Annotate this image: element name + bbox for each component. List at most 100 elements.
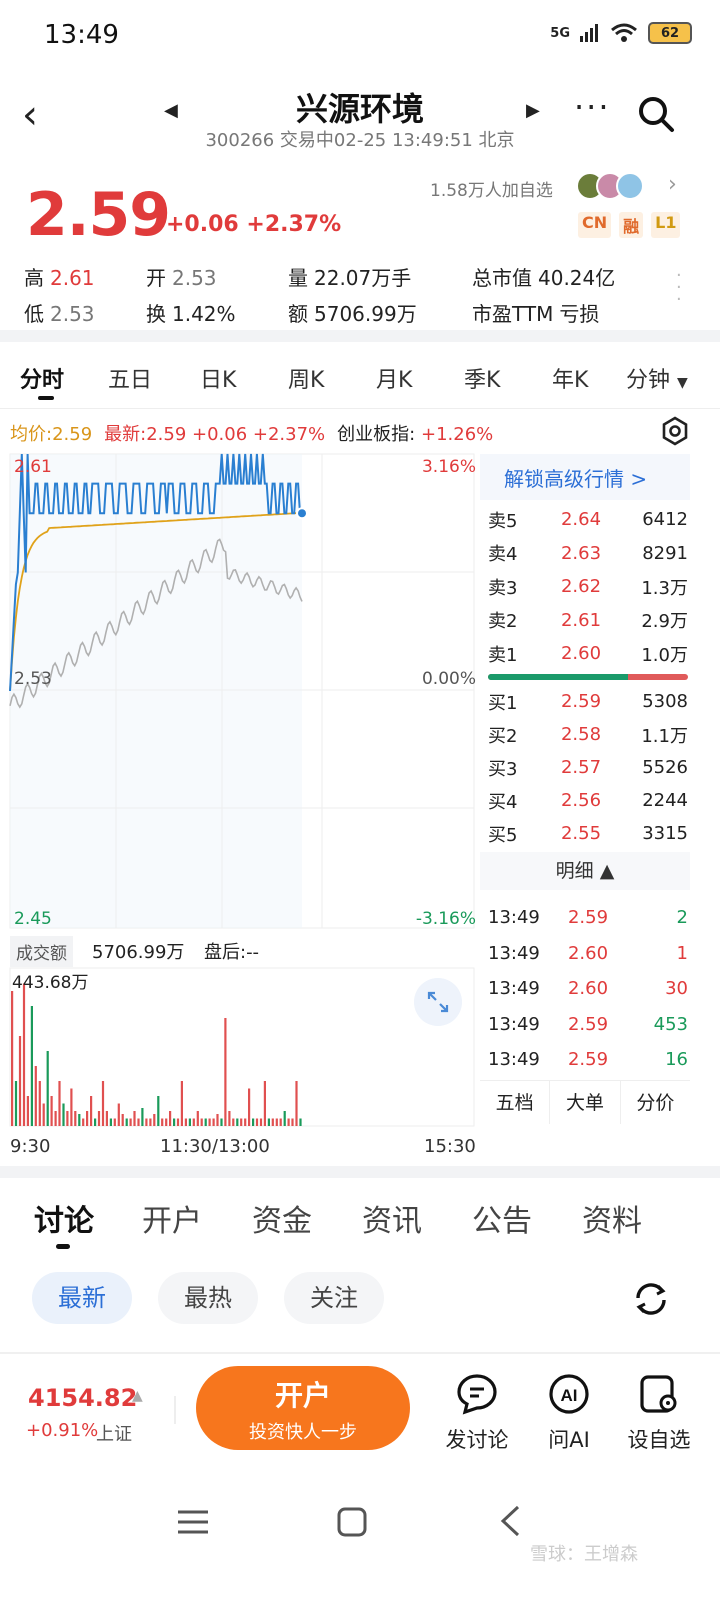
volume-bar (248, 1088, 251, 1126)
ask-level-5[interactable]: 卖5 2.64 6412 (488, 503, 688, 536)
more-icon[interactable]: ··· (574, 88, 611, 126)
status-time: 13:49 (44, 20, 119, 50)
tick-time: 13:49 (488, 1013, 540, 1035)
back-nav-icon[interactable] (498, 1504, 522, 1538)
order-book-footer: 五档 大单 分价 (480, 1080, 690, 1124)
chevron-right-icon[interactable]: › (668, 172, 677, 197)
battery-icon: 62 (648, 22, 692, 44)
svg-text:AI: AI (561, 1386, 578, 1405)
bid-level-4[interactable]: 买4 2.56 2244 (488, 784, 688, 817)
follower-avatars[interactable] (576, 172, 644, 200)
volume-bar (113, 1118, 116, 1126)
bid-level-2[interactable]: 买2 2.58 1.1万 (488, 718, 688, 751)
tab-quarterly-k[interactable]: 季K (464, 368, 501, 393)
level-label: 卖3 (488, 577, 518, 599)
volume-peak: 443.68万 (12, 973, 88, 993)
divider (0, 1352, 720, 1354)
volume-bar (263, 1081, 266, 1126)
open-value: 2.53 (172, 265, 217, 290)
tab-announcements[interactable]: 公告 (472, 1204, 532, 1239)
volume-bar (38, 1081, 41, 1126)
volume-bar (271, 1118, 274, 1126)
tick-time: 13:49 (488, 907, 540, 928)
trade-tick-row: 13:49 2.59 453 (488, 1007, 688, 1042)
board-index-label: 创业板指: (337, 424, 416, 445)
tab-daily-k[interactable]: 日K (200, 368, 237, 393)
expand-icon[interactable] (414, 978, 462, 1026)
quote-stats: 高 2.61 开 2.53 量 22.07万手 总市值 40.24亿 低 2.53 换 1.… (24, 258, 684, 330)
avatar (616, 172, 644, 200)
tab-weekly-k[interactable]: 周K (288, 368, 325, 393)
tab-price-distribution[interactable]: 分价 (636, 1092, 675, 1114)
filter-following[interactable]: 关注 (284, 1272, 384, 1324)
volume-bar (196, 1111, 199, 1126)
refresh-icon[interactable] (630, 1278, 672, 1320)
level-price: 2.60 (560, 643, 602, 664)
unlock-advanced-quotes[interactable]: 解锁高级行情 > (480, 454, 690, 500)
divider (0, 408, 720, 409)
index-value[interactable]: 4154.82 (28, 1384, 138, 1412)
ask-level-4[interactable]: 卖4 2.63 8291 (488, 537, 688, 570)
add-watchlist-button[interactable]: 设自选 (614, 1372, 704, 1454)
tab-news[interactable]: 资讯 (362, 1204, 422, 1239)
next-stock-icon[interactable]: ▶ (526, 100, 540, 121)
volume-bar (141, 1108, 144, 1126)
trade-tick-row: 13:49 2.59 16 (488, 1042, 688, 1077)
tab-discussion[interactable]: 讨论 (34, 1204, 94, 1239)
volume-bar (236, 1118, 239, 1126)
turnover-value: 1.42% (172, 301, 236, 326)
x-axis-start: 9:30 (10, 1136, 51, 1157)
level-price: 2.61 (560, 609, 602, 631)
trade-detail-header[interactable]: 明细 ▲ (480, 852, 690, 890)
ask-level-1[interactable]: 卖1 2.60 1.0万 (488, 637, 688, 670)
settings-icon[interactable] (660, 416, 690, 446)
level-volume: 2244 (642, 790, 688, 811)
volume-bar (109, 1118, 112, 1126)
signal-icon (580, 24, 598, 42)
volume-bar (244, 1118, 247, 1126)
ask-ai-button[interactable]: AI 问AI (524, 1372, 614, 1454)
more-stats-icon[interactable]: · · · (676, 265, 682, 310)
bid-level-1[interactable]: 买1 2.59 5308 (488, 685, 688, 718)
tick-time: 13:49 (488, 1049, 540, 1070)
volume-bar (78, 1114, 81, 1126)
tab-yearly-k[interactable]: 年K (552, 368, 589, 393)
low-label: 低 (24, 301, 44, 326)
filter-latest[interactable]: 最新 (32, 1272, 132, 1324)
menu-icon[interactable] (176, 1508, 210, 1536)
level-label: 买1 (488, 692, 518, 714)
tick-price: 2.60 (567, 942, 609, 964)
tick-time: 13:49 (488, 978, 540, 999)
volume-bar (94, 1118, 97, 1126)
ask-level-2[interactable]: 卖2 2.61 2.9万 (488, 604, 688, 637)
tab-open-account[interactable]: 开户 (142, 1204, 202, 1239)
filter-hot[interactable]: 最热 (158, 1272, 258, 1324)
volume-bar (299, 1118, 302, 1126)
volume-bar (157, 1096, 160, 1126)
ask-level-3[interactable]: 卖3 2.62 1.3万 (488, 570, 688, 603)
level-price: 2.63 (560, 542, 602, 564)
search-icon[interactable] (636, 94, 676, 134)
tab-large-orders[interactable]: 大单 (550, 1081, 621, 1124)
price-change: +0.06 +2.37% (166, 212, 341, 237)
tab-funds[interactable]: 资金 (252, 1204, 312, 1239)
home-icon[interactable] (336, 1506, 368, 1538)
bid-level-3[interactable]: 买3 2.57 5526 (488, 751, 688, 784)
followers-count[interactable]: 1.58万人加自选 (430, 181, 553, 201)
volume-bar (279, 1118, 282, 1126)
tab-monthly-k[interactable]: 月K (376, 368, 413, 393)
open-account-button[interactable]: 开户 投资快人一步 (196, 1366, 410, 1450)
bid-level-5[interactable]: 买5 2.55 3315 (488, 817, 688, 850)
tab-intraday[interactable]: 分时 (20, 368, 65, 393)
prev-stock-icon[interactable]: ◀ (164, 100, 178, 121)
intraday-chart[interactable]: 2.61 2.53 2.45 3.16% 0.00% -3.16% 443.68… (0, 452, 480, 1142)
latest-price: 最新:2.59 +0.06 +2.37% (104, 424, 326, 445)
tab-profile[interactable]: 资料 (582, 1204, 642, 1239)
divider (174, 1396, 176, 1424)
tab-minute[interactable]: 分钟 ▼ (626, 362, 688, 394)
back-button[interactable]: ‹ (22, 92, 38, 138)
tab-five-levels[interactable]: 五档 (480, 1081, 551, 1124)
post-discussion-button[interactable]: 发讨论 (432, 1372, 522, 1454)
tab-5day[interactable]: 五日 (108, 368, 153, 393)
volume-bar (117, 1103, 120, 1126)
